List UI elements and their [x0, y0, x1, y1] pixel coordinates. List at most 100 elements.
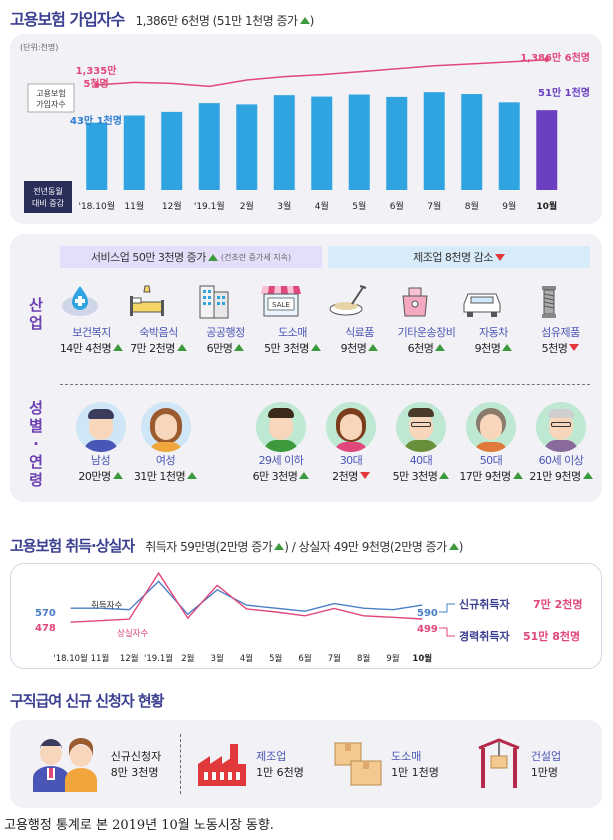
benefit-label: 도소매: [391, 750, 422, 763]
x-tick-label: 12월: [162, 200, 182, 212]
factory-icon: [198, 744, 247, 786]
x-tick-label: '18.10월: [78, 200, 115, 212]
food-icon: [329, 285, 367, 316]
industry-demographic-panel: 서비스업 50만 3천명 증가 (건초란 증가세 지속) 제조업 8천명 감소 …: [10, 234, 602, 502]
industry-item: 숙박음식 7만 2천명: [125, 282, 192, 374]
line-point: [94, 82, 100, 88]
x-tick-label: 7월: [328, 653, 341, 664]
x-tick-label: 9월: [386, 653, 399, 664]
industry-label: 자동차: [479, 326, 508, 339]
benefit-value: 1만명: [530, 766, 559, 779]
industry-value: 9천명: [460, 340, 527, 356]
industry-value: 7만 2천명: [125, 340, 192, 356]
person-item: 50대 17만 9천명: [456, 402, 526, 492]
service-header: 서비스업 50만 3천명 증가 (건초란 증가세 지속): [60, 246, 322, 268]
x-tick-label: 4월: [240, 653, 253, 664]
person-value: 6만 3천명: [246, 468, 316, 484]
industry-item: SALE 도소매 5만 3천명: [259, 282, 326, 374]
industry-value: 9천명: [326, 340, 393, 356]
row-label-box: [24, 181, 72, 213]
person-value: 5만 3천명: [386, 468, 456, 484]
line-first-label: 1,335만: [76, 64, 118, 77]
line-legend-text: 가입자수: [36, 100, 65, 109]
x-tick-label: 5월: [269, 653, 282, 664]
x-tick-label: 6월: [298, 653, 311, 664]
person-item: 60세 이상 21만 9천명: [526, 402, 596, 492]
section4-title: 구직급여 신규 신청자 현황: [10, 692, 164, 710]
caption: 고용행정 통계로 본 2019년 10월 노동시장 동향.: [4, 818, 274, 833]
industry-value: 14만 4천명: [58, 340, 125, 356]
applicants-icon: [32, 738, 97, 792]
industry-value: 5만 3천명: [259, 340, 326, 356]
age-50s-avatar: [466, 402, 516, 452]
section3-title: 고용보험 취득·상실자: [10, 537, 135, 555]
line-last-label: 1,386만 6천명: [520, 51, 590, 64]
subscriber-chart-panel: (단위:천명) '18.10월 11월 12월 '19.1월 2월 3월 4월 5월 6월 7월 8월…: [10, 34, 602, 224]
row-label-text: 전년동월: [33, 186, 62, 196]
section3-summary: 취득자 59만명(2만명 증가) / 상실자 49만 9천명(2만명 증가): [145, 540, 463, 554]
benefit-label: 건설업: [530, 750, 562, 763]
boxes-icon: [334, 742, 382, 786]
industry-item: 보건복지 14만 4천명: [58, 282, 125, 374]
benefit-value: 1만 1천명: [391, 766, 439, 779]
x-tick-label: 8월: [465, 200, 479, 212]
person-value: 31만 1천명: [133, 468, 198, 484]
bed-icon: [130, 285, 164, 316]
gender-row: 남성 20만명 여성 31만 1천명: [68, 402, 198, 492]
acquisition-line: [70, 580, 423, 616]
flow-chart: '18.10월 11월 12월 '19.1월 2월 3월 4월 5월 6월 7월 8월 9월 10월 57…: [35, 571, 583, 664]
benefit-label: 제조업: [256, 750, 287, 763]
bar: [86, 122, 108, 190]
legend-acq-value: 7만 2천명: [533, 597, 583, 611]
bar: [348, 94, 370, 190]
person-value: 2천명: [316, 468, 386, 484]
section1-summary: 1,386만 6천명 (51만 1천명 증가): [135, 14, 314, 28]
acq-last-label: 590: [417, 608, 438, 619]
benefits-panel: 신규신청자 8만 3천명 제조업 1만 6천명 도소매 1만 1천명: [10, 720, 602, 808]
benefits-divider: [180, 734, 181, 794]
person-value: 17만 9천명: [456, 468, 526, 484]
section-divider: [60, 384, 590, 385]
age-20s-avatar: [256, 402, 306, 452]
person-value: 21만 9천명: [526, 468, 596, 484]
bar: [236, 104, 258, 190]
row-label-text: 대비 증감: [32, 198, 65, 208]
bar: [273, 95, 295, 190]
car-icon: [463, 293, 501, 317]
line-legend-box: [27, 83, 75, 113]
industry-label: 보건복지: [72, 326, 111, 339]
bar: [498, 102, 520, 190]
industry-row: 보건복지 14만 4천명 숙박음식 7만 2천명 공공행정 6만명 SALE 도…: [58, 282, 598, 374]
legend-acq-name: 신규취득자: [459, 597, 510, 611]
benefit-item-applicants: 신규신청자 8만 3천명: [10, 736, 180, 792]
person-label: 30대: [339, 454, 363, 467]
line-first-label: 5천명: [83, 77, 108, 90]
age-row: 29세 이하 6만 3천명 30대 2천명 40대 5만 3천명: [246, 402, 596, 492]
x-tick-label: 9월: [502, 200, 516, 212]
benefit-item-construction: 건설업 1만명: [453, 738, 583, 790]
x-tick-label: 11월: [124, 200, 144, 212]
bar-first-label: 43만 1천명: [70, 114, 122, 127]
thread-icon: [542, 286, 556, 318]
industry-label: 식료품: [345, 326, 374, 339]
ship-icon: [402, 287, 428, 317]
legend-connector: [439, 627, 455, 637]
benefit-value: 1만 6천명: [256, 766, 304, 779]
legend-loss-name: 경력취득자: [459, 629, 510, 643]
bar: [311, 96, 333, 190]
benefit-item-retail: 도소매 1만 1천명: [319, 741, 453, 787]
x-tick-label: '19.1월: [144, 653, 173, 664]
acq-first-label: 570: [35, 608, 56, 619]
bar: [386, 96, 408, 190]
series-label-acq: 취득자수: [91, 601, 122, 611]
age-40s-avatar: [396, 402, 446, 452]
x-tick-label: 8월: [357, 653, 370, 664]
bar: [461, 94, 483, 190]
industry-label: 숙박음식: [139, 326, 178, 339]
loss-last-label: 499: [417, 624, 438, 635]
loss-line: [70, 571, 423, 623]
flow-chart-panel: '18.10월 11월 12월 '19.1월 2월 3월 4월 5월 6월 7월 8월 9월 10월 57…: [10, 563, 602, 669]
person-label: 50대: [479, 454, 503, 467]
crane-icon: [478, 738, 520, 788]
